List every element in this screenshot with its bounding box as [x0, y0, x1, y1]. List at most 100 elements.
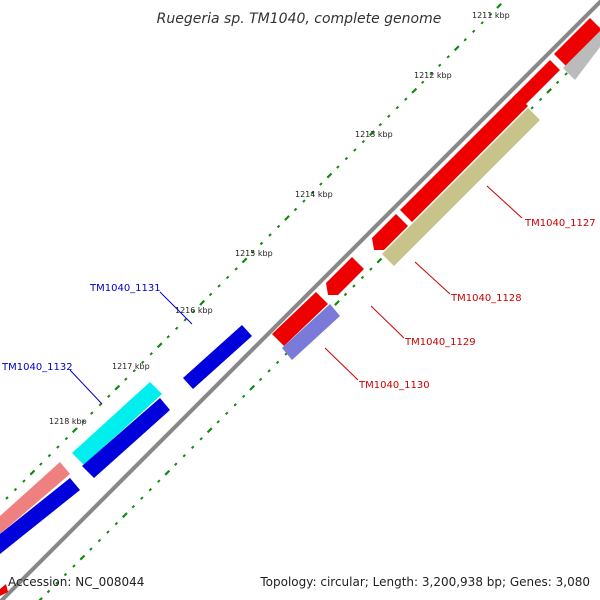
accession-text: Accession: NC_008044: [8, 575, 144, 589]
tick-dot: [166, 335, 170, 339]
gene-TM1040_1127-box[interactable]: [400, 94, 528, 222]
tick-dot: [276, 224, 281, 229]
forward-track: [0, 18, 600, 534]
gene-blue-arrow-left[interactable]: [0, 478, 80, 554]
gene-TM1040_1130-purple[interactable]: [282, 304, 340, 360]
tick-dot: [199, 299, 206, 306]
tick-dot: [361, 139, 366, 144]
tick-dot: [79, 554, 86, 561]
tick-dot: [369, 267, 373, 271]
tick-dot: [97, 538, 102, 543]
tick-dot: [395, 105, 400, 110]
tick-dot: [55, 581, 59, 585]
tick-dot: [56, 445, 60, 449]
tick-dot: [555, 80, 560, 85]
tick-dot: [404, 97, 408, 101]
gene-label-1130[interactable]: TM1040_1130: [358, 380, 430, 391]
gene-label-1132[interactable]: TM1040_1132: [1, 362, 73, 373]
tick-label-1212: 1212 kbp: [414, 71, 452, 80]
tick-dot: [352, 284, 356, 288]
tick-dot: [353, 148, 357, 152]
leader-1127: [486, 185, 523, 219]
tick-dot: [538, 97, 543, 102]
tick-dot: [268, 233, 272, 237]
leader-1128: [414, 261, 451, 295]
tick-label-1216: 1216 kbp: [175, 306, 213, 315]
tick-dot: [224, 411, 229, 416]
tick-dot: [114, 521, 119, 526]
tick-dot: [38, 597, 43, 600]
gene-top-right[interactable]: [554, 18, 600, 66]
leader-1132: [69, 369, 103, 405]
tick-dot: [234, 267, 238, 271]
tick-dot: [241, 257, 248, 264]
tick-dot: [326, 172, 333, 179]
tick-dot: [132, 369, 136, 373]
gene-TM1040_1128-arrow[interactable]: [372, 214, 408, 250]
tick-dot: [206, 427, 213, 434]
tick-dot: [29, 469, 36, 476]
tick-dot: [344, 156, 349, 161]
gene-TM1040_1127-tan[interactable]: [382, 108, 540, 266]
tick-dot: [22, 479, 26, 483]
tick-dot: [114, 384, 121, 391]
tick-dot: [343, 292, 348, 297]
tick-dot: [378, 122, 383, 127]
tick-dot: [148, 487, 153, 492]
tick-dot: [71, 427, 78, 434]
gene-TM1040_1131-box[interactable]: [183, 325, 252, 389]
gene-1212-arrow[interactable]: [512, 60, 560, 110]
tick-dot: [89, 547, 93, 551]
tick-dot: [124, 377, 128, 381]
leader-lines: [69, 185, 523, 405]
tick-dot: [81, 419, 86, 424]
tick-dot: [183, 318, 187, 322]
tick-dot: [217, 284, 221, 288]
gene-label-1128[interactable]: TM1040_1128: [450, 293, 522, 304]
tick-dot: [64, 436, 69, 441]
tick-dot: [5, 496, 9, 500]
tick-label-1211: 1211 kbp: [472, 11, 510, 20]
tick-dot: [376, 257, 383, 264]
tick-dot: [47, 453, 52, 458]
tick-dot: [216, 420, 220, 424]
gene-blue-arrow-mid[interactable]: [82, 398, 170, 478]
tick-dot: [13, 487, 18, 492]
tick-dot: [437, 63, 442, 68]
gene-TM1040_1132-box[interactable]: [72, 382, 162, 465]
gene-label-1131[interactable]: TM1040_1131: [89, 283, 161, 294]
leader-1131: [159, 291, 193, 325]
gene-pink-left[interactable]: [0, 462, 70, 534]
gene-marker-bottom-left[interactable]: [0, 584, 8, 596]
tick-dot: [241, 394, 246, 399]
tick-dot: [421, 80, 425, 84]
leader-1130: [324, 347, 359, 381]
tick-dot: [190, 445, 195, 450]
genome-title: Ruegeria sp. TM1040, complete genome: [157, 11, 442, 27]
tick-dot: [275, 360, 280, 365]
topology-text: Topology: circular; Length: 3,200,938 bp…: [259, 575, 590, 589]
tick-dot: [480, 21, 484, 25]
tick-labels: 1211 kbp 1212 kbp 1213 kbp 1214 kbp 1215…: [49, 11, 510, 426]
gene-label-1127[interactable]: TM1040_1127: [524, 218, 596, 229]
tick-dot: [251, 250, 255, 254]
tick-dot: [131, 504, 136, 509]
tick-dot: [463, 38, 467, 42]
tick-dot: [98, 402, 103, 407]
tick-dot: [360, 275, 365, 280]
tick-dot: [233, 403, 237, 407]
tick-dot: [90, 411, 94, 415]
tick-dot: [411, 87, 418, 94]
tick-dot: [121, 512, 128, 519]
gene-label-1129[interactable]: TM1040_1129: [404, 337, 476, 348]
gene-gray-right[interactable]: [563, 31, 600, 80]
tick-dot: [564, 72, 568, 76]
tick-dot: [72, 564, 76, 568]
gene-TM1040_1129-arrow[interactable]: [326, 257, 364, 295]
tick-dot: [258, 377, 263, 382]
tick-dot: [208, 292, 213, 297]
gene-TM1040_1130-arrow[interactable]: [272, 292, 328, 346]
tick-dot: [140, 360, 145, 365]
tick-dot: [164, 469, 171, 476]
